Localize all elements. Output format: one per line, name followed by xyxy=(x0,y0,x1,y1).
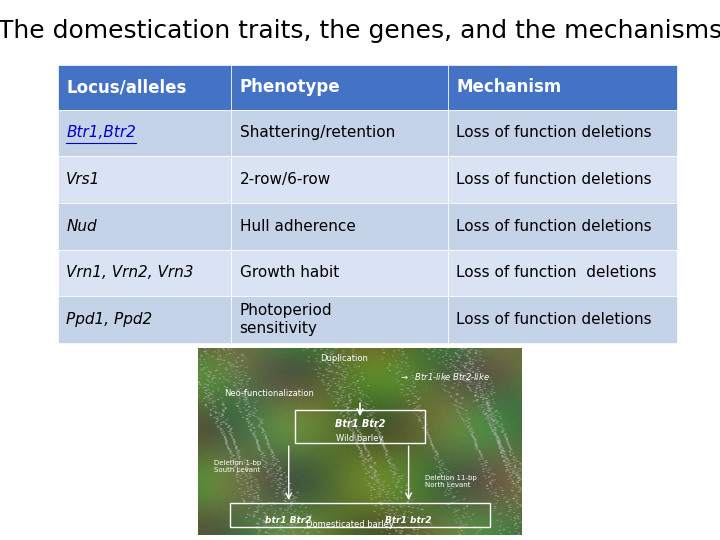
Text: Duplication: Duplication xyxy=(320,354,368,363)
Text: Loss of function deletions: Loss of function deletions xyxy=(456,312,652,327)
Text: Vrs1: Vrs1 xyxy=(66,172,101,187)
Text: Phenotype: Phenotype xyxy=(240,78,341,96)
Text: Growth habit: Growth habit xyxy=(240,266,339,280)
Bar xyxy=(448,156,677,203)
Text: Mechanism: Mechanism xyxy=(456,78,562,96)
Bar xyxy=(231,156,448,203)
Bar xyxy=(448,65,677,110)
Bar xyxy=(448,296,677,343)
Bar xyxy=(231,65,448,110)
Text: Btr1,Btr2: Btr1,Btr2 xyxy=(66,125,136,140)
Text: Deletion 11-bp
North Levant: Deletion 11-bp North Levant xyxy=(425,475,477,488)
Text: Domesticated barley: Domesticated barley xyxy=(306,520,395,529)
Bar xyxy=(230,503,490,527)
Text: Nud: Nud xyxy=(66,219,97,234)
Bar xyxy=(448,110,677,156)
Text: btr1 Btr2: btr1 Btr2 xyxy=(266,516,312,525)
Bar xyxy=(295,410,425,443)
Bar xyxy=(231,249,448,296)
Text: Deletion 1-bp
South Levant: Deletion 1-bp South Levant xyxy=(215,460,261,473)
Text: 2-row/6-row: 2-row/6-row xyxy=(240,172,331,187)
Text: Vrn1, Vrn2, Vrn3: Vrn1, Vrn2, Vrn3 xyxy=(66,266,194,280)
Text: Ppd1, Ppd2: Ppd1, Ppd2 xyxy=(66,312,153,327)
Text: Wild barley: Wild barley xyxy=(336,434,384,443)
Bar xyxy=(58,156,231,203)
Text: Shattering/retention: Shattering/retention xyxy=(240,125,395,140)
Bar xyxy=(58,296,231,343)
Bar xyxy=(58,203,231,249)
Text: Locus/alleles: Locus/alleles xyxy=(66,78,186,96)
Text: Loss of function deletions: Loss of function deletions xyxy=(456,172,652,187)
Text: Photoperiod
sensitivity: Photoperiod sensitivity xyxy=(240,303,332,336)
Bar xyxy=(58,249,231,296)
Text: Hull adherence: Hull adherence xyxy=(240,219,356,234)
Text: Btr1 btr2: Btr1 btr2 xyxy=(385,516,432,525)
Text: $\rightarrow$  Btr1-like Btr2-like: $\rightarrow$ Btr1-like Btr2-like xyxy=(399,370,490,382)
Bar xyxy=(58,65,231,110)
Text: Neo-functionalization: Neo-functionalization xyxy=(224,389,314,399)
Bar xyxy=(448,203,677,249)
Text: Btr1 Btr2: Btr1 Btr2 xyxy=(335,419,385,429)
Bar xyxy=(231,110,448,156)
Text: Loss of function deletions: Loss of function deletions xyxy=(456,125,652,140)
Text: The domestication traits, the genes, and the mechanisms: The domestication traits, the genes, and… xyxy=(0,19,720,43)
Text: Loss of function  deletions: Loss of function deletions xyxy=(456,266,657,280)
Bar xyxy=(231,296,448,343)
Bar xyxy=(58,110,231,156)
Bar xyxy=(448,249,677,296)
Text: Loss of function deletions: Loss of function deletions xyxy=(456,219,652,234)
Bar xyxy=(231,203,448,249)
